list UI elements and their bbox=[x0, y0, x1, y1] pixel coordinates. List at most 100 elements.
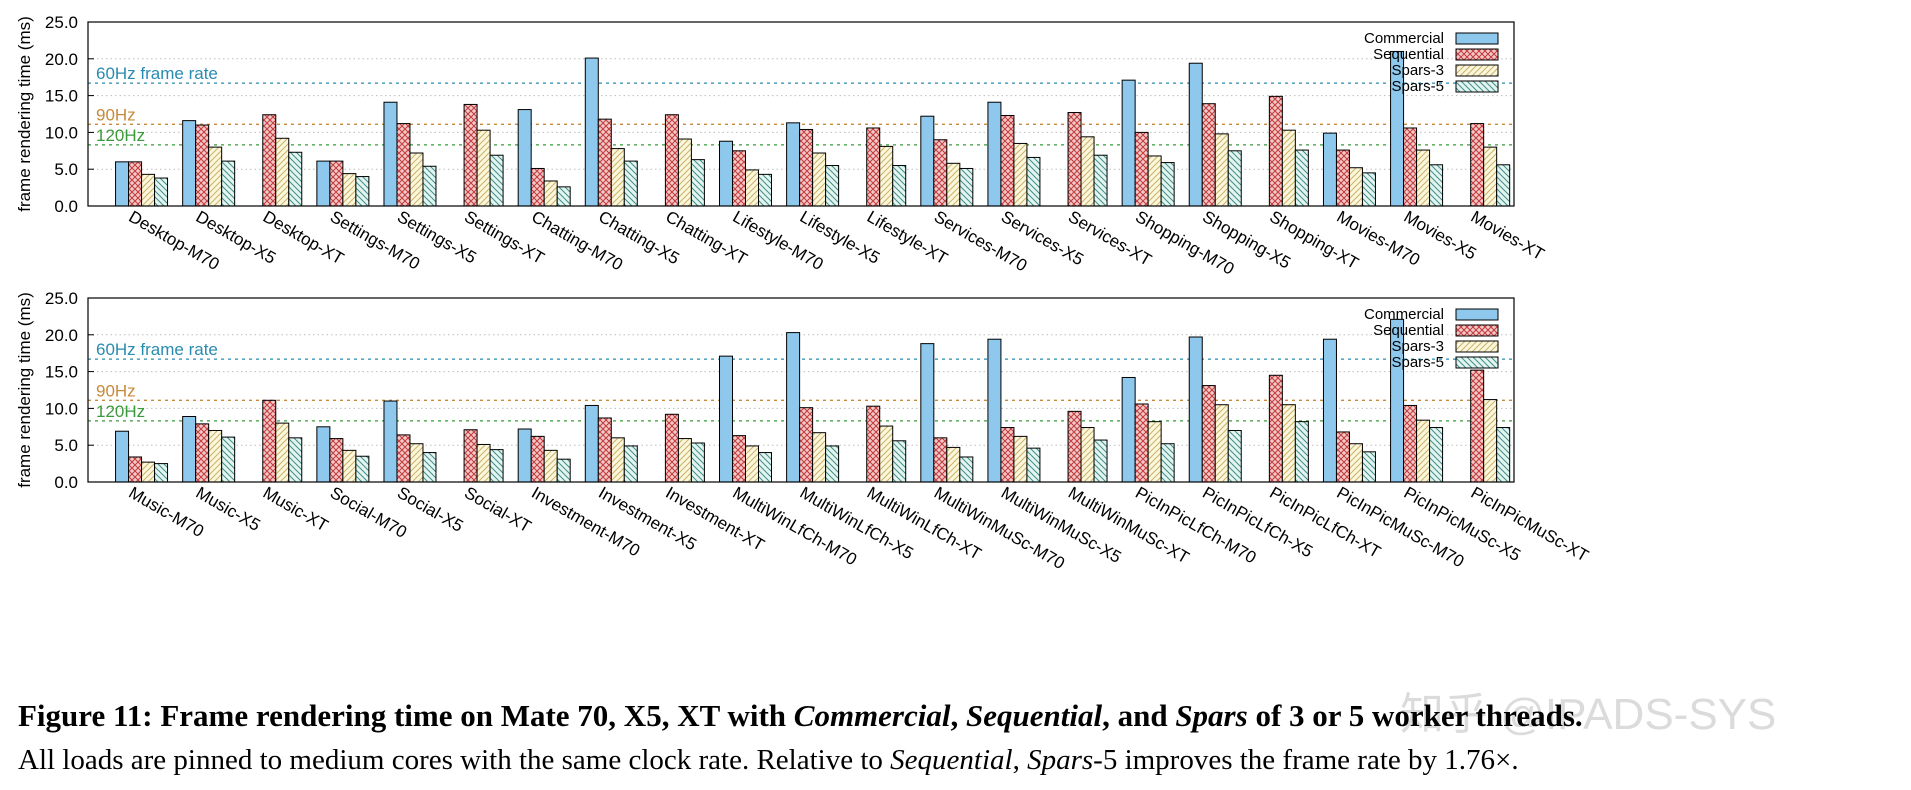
bar-commercial-multiwinmusc-x5 bbox=[987, 338, 1002, 483]
watermark-text: 知乎 @IPADS-SYS bbox=[1400, 690, 1777, 739]
bar-spars-5-movies-xt bbox=[1496, 164, 1511, 207]
bar-spars-3-desktop-x5 bbox=[208, 146, 223, 207]
legend-swatch-sequential bbox=[1455, 48, 1499, 61]
legend-swatch-commercial bbox=[1455, 32, 1499, 45]
bar-spars-3-social-xt bbox=[476, 443, 491, 483]
bar-commercial-services-x5 bbox=[987, 101, 1002, 207]
bar-spars-5-investment-x5 bbox=[623, 445, 638, 483]
x-tick-label: PicInPicLfCh-XT bbox=[1266, 483, 1383, 562]
legend-swatch-sequential bbox=[1455, 324, 1499, 337]
bar-spars-5-settings-m70 bbox=[355, 176, 370, 207]
bar-spars-5-social-x5 bbox=[422, 452, 437, 483]
bar-spars-5-lifestyle-m70 bbox=[758, 173, 773, 207]
bar-sequential-investment-m70 bbox=[530, 435, 545, 483]
bar-spars-3-movies-xt bbox=[1483, 146, 1498, 207]
y-axis-label: frame rendering time (ms) bbox=[15, 16, 34, 212]
bar-spars-3-music-x5 bbox=[208, 429, 223, 483]
legend-swatch-spars-5 bbox=[1455, 80, 1499, 93]
x-tick-label: Movies-XT bbox=[1468, 207, 1548, 264]
bar-spars-5-movies-m70 bbox=[1361, 172, 1376, 207]
bar-spars-5-services-m70 bbox=[959, 167, 974, 207]
bar-sequential-shopping-m70 bbox=[1134, 131, 1149, 207]
bar-spars-5-multiwinlfch-m70 bbox=[758, 452, 773, 483]
legend-label-sequential: Sequential bbox=[1373, 46, 1444, 63]
bar-sequential-chatting-xt bbox=[664, 114, 679, 207]
plot-frame bbox=[87, 297, 1515, 483]
bar-spars-5-investment-xt bbox=[690, 442, 705, 483]
bar-spars-3-desktop-m70 bbox=[141, 173, 156, 207]
bar-spars-3-services-x5 bbox=[1013, 142, 1028, 207]
bar-sequential-desktop-x5 bbox=[195, 124, 210, 207]
bar-sequential-social-x5 bbox=[396, 434, 411, 483]
chart-top: 0.0 5.0 10.0 15.0 20.0 25.0 frame rendering ti… bbox=[15, 13, 1548, 279]
bar-commercial-lifestyle-x5 bbox=[786, 122, 801, 207]
bar-spars-3-picinpiclfch-m70 bbox=[1147, 421, 1162, 483]
y-axis-label: frame rendering time (ms) bbox=[15, 292, 34, 488]
y-tick-label: 0.0 bbox=[54, 197, 78, 216]
bar-spars-5-picinpicmusc-xt bbox=[1496, 427, 1511, 483]
bar-spars-3-desktop-xt bbox=[275, 137, 290, 207]
bar-commercial-investment-x5 bbox=[584, 404, 599, 483]
bar-spars-3-movies-m70 bbox=[1348, 167, 1363, 207]
reference-label-60hz-frame-rate: 60Hz frame rate bbox=[96, 64, 218, 83]
bar-sequential-lifestyle-xt bbox=[866, 127, 881, 207]
bar-commercial-music-x5 bbox=[182, 415, 197, 483]
bar-commercial-picinpiclfch-x5 bbox=[1188, 336, 1203, 483]
bar-spars-5-services-x5 bbox=[1026, 156, 1041, 207]
legend-label-sequential: Sequential bbox=[1373, 322, 1444, 339]
caption-line2-c: -5 improves the frame rate by 1.76×. bbox=[1093, 744, 1519, 776]
bar-sequential-picinpicmusc-xt bbox=[1470, 369, 1485, 483]
bar-sequential-multiwinmusc-xt bbox=[1067, 410, 1082, 483]
bar-spars-3-picinpicmusc-m70 bbox=[1348, 443, 1363, 483]
legend-swatch-commercial bbox=[1455, 308, 1499, 321]
bar-spars-3-picinpiclfch-xt bbox=[1281, 404, 1296, 483]
y-tick-label: 15.0 bbox=[45, 363, 78, 382]
legend-label-spars-3: Spars-3 bbox=[1391, 338, 1444, 355]
bar-spars-5-chatting-xt bbox=[690, 159, 705, 207]
y-tick-label: 20.0 bbox=[45, 50, 78, 69]
bar-sequential-movies-m70 bbox=[1335, 149, 1350, 207]
bar-spars-3-multiwinmusc-x5 bbox=[1013, 435, 1028, 483]
x-tick-label: PicInPicLfCh-M70 bbox=[1132, 483, 1259, 567]
bar-spars-3-investment-x5 bbox=[610, 437, 625, 483]
bar-sequential-picinpicmusc-m70 bbox=[1335, 431, 1350, 483]
bar-spars-5-picinpiclfch-m70 bbox=[1160, 443, 1175, 483]
y-tick-label: 5.0 bbox=[54, 436, 78, 455]
bar-commercial-investment-m70 bbox=[517, 428, 532, 483]
bar-sequential-settings-xt bbox=[463, 103, 478, 207]
legend-swatch-spars-3 bbox=[1455, 64, 1499, 77]
bar-spars-5-multiwinmusc-m70 bbox=[959, 456, 974, 483]
y-tick-label: 25.0 bbox=[45, 289, 78, 308]
bar-commercial-chatting-x5 bbox=[584, 57, 599, 207]
bar-sequential-investment-x5 bbox=[597, 417, 612, 483]
bar-sequential-picinpiclfch-x5 bbox=[1201, 385, 1216, 483]
legend-label-commercial: Commercial bbox=[1364, 30, 1444, 47]
bar-spars-5-chatting-x5 bbox=[623, 160, 638, 207]
bar-spars-5-desktop-m70 bbox=[154, 177, 169, 207]
reference-label-120hz: 120Hz bbox=[96, 402, 145, 421]
y-tick-label: 25.0 bbox=[45, 13, 78, 32]
bar-spars-3-music-m70 bbox=[141, 461, 156, 483]
plot-frame bbox=[87, 21, 1515, 207]
bar-spars-5-movies-x5 bbox=[1429, 164, 1444, 207]
bar-commercial-shopping-x5 bbox=[1188, 62, 1203, 207]
bar-spars-3-movies-x5 bbox=[1416, 149, 1431, 207]
legend-swatch-spars-3 bbox=[1455, 340, 1499, 353]
reference-label-60hz-frame-rate: 60Hz frame rate bbox=[96, 340, 218, 359]
bar-spars-5-music-x5 bbox=[221, 436, 236, 483]
bar-spars-5-chatting-m70 bbox=[556, 186, 571, 207]
bar-spars-5-picinpicmusc-x5 bbox=[1429, 427, 1444, 483]
figure-canvas: 0.0 5.0 10.0 15.0 20.0 25.0 frame rendering ti… bbox=[15, 13, 1592, 573]
bar-sequential-multiwinlfch-xt bbox=[866, 405, 881, 483]
bar-spars-5-social-m70 bbox=[355, 455, 370, 483]
bar-sequential-picinpicmusc-x5 bbox=[1403, 404, 1418, 483]
x-tick-label: Music-XT bbox=[260, 483, 332, 535]
x-tick-label: MultiWinMuSc-XT bbox=[1065, 483, 1192, 567]
bar-sequential-services-xt bbox=[1067, 112, 1082, 207]
y-tick-label: 10.0 bbox=[45, 399, 78, 418]
bar-sequential-desktop-m70 bbox=[128, 161, 143, 207]
caption-commercial: Commercial bbox=[793, 698, 951, 733]
bar-commercial-chatting-m70 bbox=[517, 109, 532, 207]
bar-sequential-multiwinmusc-m70 bbox=[933, 437, 948, 483]
bar-spars-3-social-m70 bbox=[342, 449, 357, 483]
